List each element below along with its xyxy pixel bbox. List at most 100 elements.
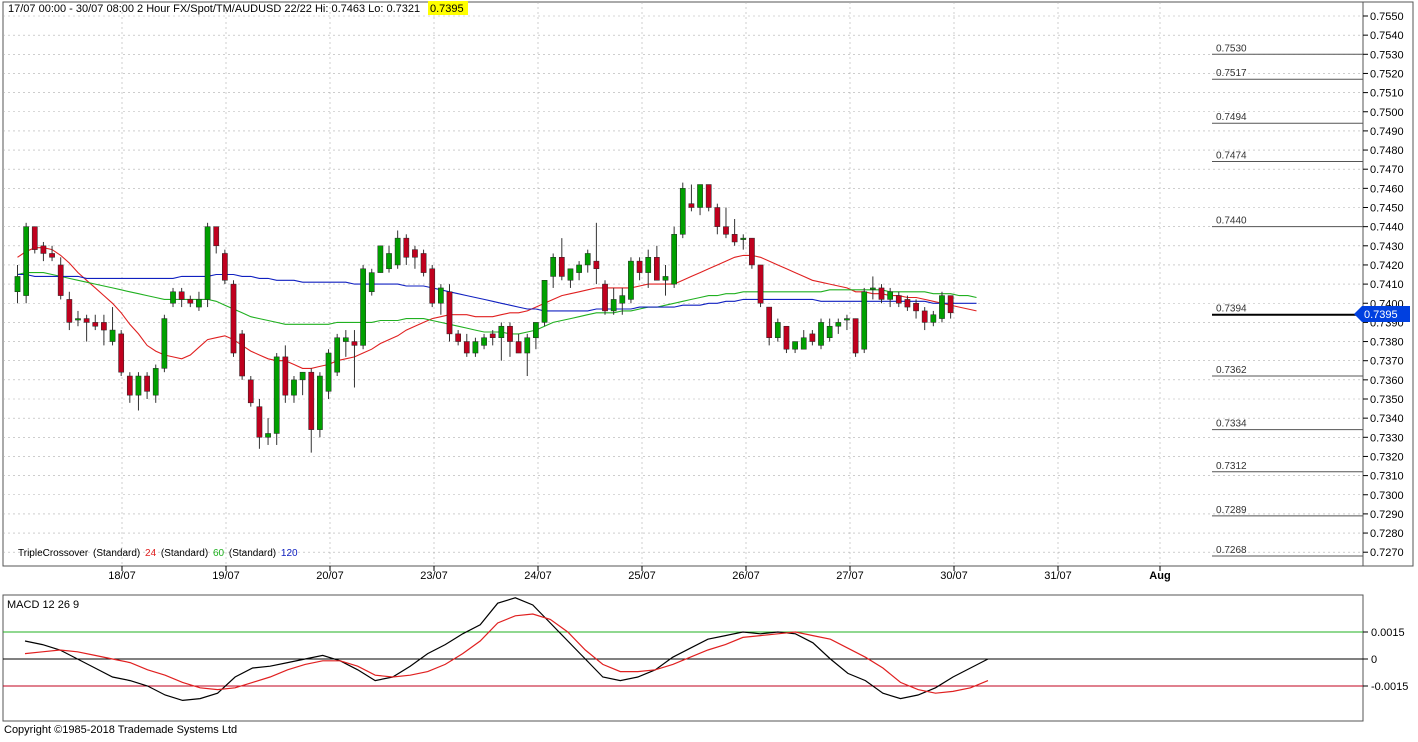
candle-up [498,322,505,361]
y-tick-label: 0.7410 [1370,279,1404,291]
y-tick-label: 0.7380 [1370,337,1404,349]
candle-down [947,295,954,319]
level-label: 0.7440 [1216,216,1247,227]
candle-down [602,280,608,315]
candle-body [774,322,781,338]
candle-down [230,280,237,357]
candle-up [291,376,297,403]
y-tick-label: 0.7350 [1370,394,1404,406]
last-price-highlight [428,1,468,15]
x-tick-label: Aug [1149,570,1170,582]
candle-down [92,314,99,331]
candle-down [878,284,885,304]
candle-body [697,184,703,208]
candle-down [308,368,315,453]
macd-tick-label: 0.0015 [1371,627,1405,639]
x-tick-label: 23/07 [420,570,448,582]
candle-body [636,260,643,273]
candle-up [628,257,634,304]
candle-down [921,307,928,331]
macd-macd-line [24,597,989,702]
candle-body [420,253,427,273]
candle-up [870,276,876,300]
candle-body [196,299,202,308]
candle-body [239,333,245,377]
candle-body [222,253,228,281]
candle-body [818,322,824,346]
y-tick-label: 0.7290 [1370,509,1404,521]
candle-body [878,287,885,300]
macd-label: MACD 12 26 9 [7,599,79,611]
candles [14,182,954,453]
candle-down [144,372,150,399]
candle-body [360,268,366,346]
candle-body [602,283,608,312]
candle-up [472,337,479,357]
y-tick-label: 0.7280 [1370,528,1404,540]
candle-up [792,341,798,354]
candle-down [515,333,522,354]
candle-body [213,226,220,247]
macd-panel-frame [2,594,1364,722]
y-tick-label: 0.7540 [1370,30,1404,42]
candle-up [533,322,539,350]
candle-body [671,234,677,285]
candle-body [282,356,289,396]
candle-up [679,182,686,239]
candle-up [826,318,833,342]
candle-body [291,379,297,396]
candle-up [835,318,842,334]
candle-down [766,306,773,346]
candle-body [481,337,487,346]
candle-down [913,299,919,319]
candle-down [403,234,410,265]
y-tick-label: 0.7370 [1370,356,1404,368]
candle-down [83,314,90,342]
y-tick-label: 0.7510 [1370,88,1404,100]
candle-down [705,184,712,212]
candle-down [101,314,107,346]
candle-body [913,303,919,312]
candle-body [679,188,686,235]
legend-p3: (Standard) [229,548,276,559]
candle-body [584,253,591,266]
x-tick-label: 27/07 [836,570,864,582]
candle-up [671,226,677,288]
candle-body [109,329,116,342]
candle-body [835,322,842,327]
level-label: 0.7517 [1216,68,1247,79]
candle-body [576,264,582,273]
candle-up [325,349,332,399]
date-axis-labels: 18/07 19/07 20/07 23/07 24/07 25/07 26/07 27/07… [108,566,1171,582]
candle-body [75,318,81,321]
candle-body [533,322,539,338]
y-tick-label: 0.7320 [1370,451,1404,463]
candle-down [118,330,125,377]
candle-down [809,330,816,346]
ma-60-line [17,272,977,335]
x-tick-label: 30/07 [940,570,968,582]
candle-down [66,291,73,331]
candle-down [489,330,496,346]
candle-body [403,237,410,258]
candle-up [645,249,652,288]
candle-body [377,245,384,273]
candle-body [662,276,669,281]
candle-down [126,372,133,403]
candle-down [57,257,64,300]
x-tick-label: 19/07 [212,570,240,582]
candle-up [930,310,937,327]
candle-up [662,264,669,296]
candle-body [368,272,375,293]
candle-up [360,264,366,350]
y-tick-label: 0.7480 [1370,145,1404,157]
legend-name: TripleCrossover [18,548,89,559]
candle-body [809,333,816,342]
candle-down [178,287,185,308]
candle-up [23,222,29,304]
candle-body [472,341,479,354]
candle-down [688,184,695,212]
candle-body [489,333,496,338]
candle-body [256,406,263,438]
